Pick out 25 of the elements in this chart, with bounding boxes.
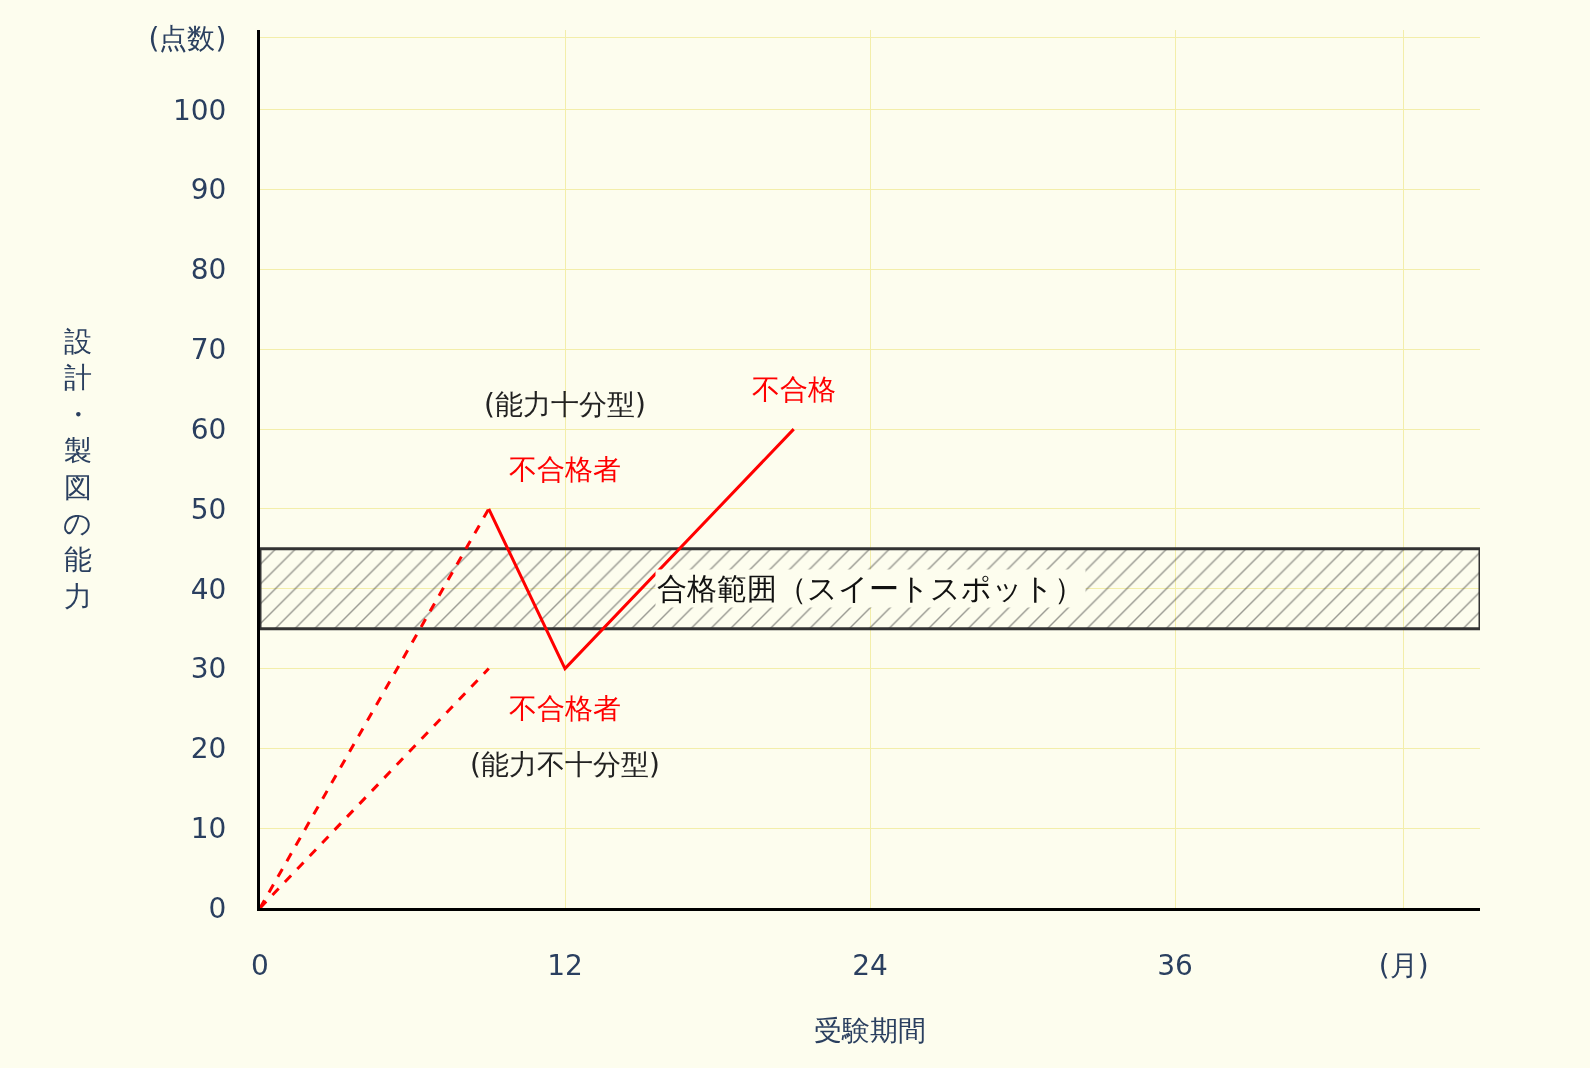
x-tick-label: 36 [1157, 948, 1193, 982]
x-tick-label: 12 [547, 948, 583, 982]
annotation: (能力不十分型) [470, 748, 660, 781]
annotation: 不合格 [752, 373, 836, 406]
annotation: 不合格者 [509, 453, 621, 486]
y-tick-label: 10 [190, 811, 227, 845]
y-tick-label: 40 [190, 572, 227, 606]
y-tick-label: 30 [190, 652, 227, 686]
y-tick-label: 50 [190, 492, 227, 526]
x-tick-label: (月) [1378, 948, 1429, 982]
band-label: 合格範囲（スイートスポット） [657, 571, 1084, 606]
annotation: (能力十分型) [484, 388, 646, 421]
y-tick-label: 70 [190, 333, 227, 367]
y-tick-label: 0 [208, 891, 227, 925]
y-tick-label: 100 [172, 93, 227, 127]
y-tick-label: 20 [190, 732, 227, 766]
y-axis-title: 設計・製図の能力 [63, 325, 92, 613]
x-tick-label: 0 [251, 948, 269, 982]
x-axis-title: 受験期間 [814, 1013, 926, 1047]
y-tick-label: 90 [190, 173, 227, 207]
y-tick-label: 60 [190, 412, 227, 446]
x-tick-label: 24 [852, 948, 888, 982]
y-tick-label: 80 [190, 253, 227, 287]
annotation: 不合格者 [509, 692, 621, 725]
y-tick-label: (点数) [148, 21, 227, 55]
